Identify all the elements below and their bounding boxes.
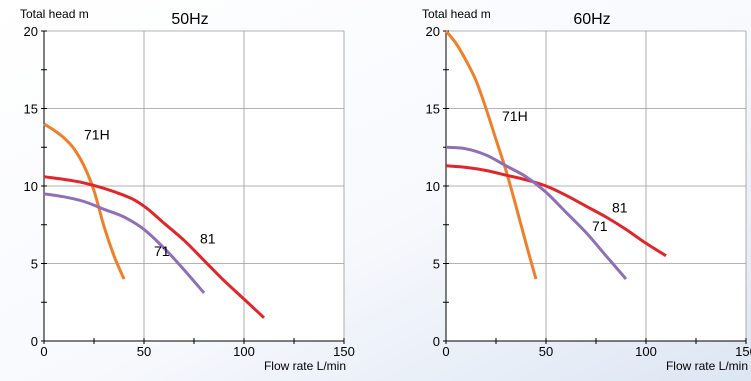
x-tick-label: 150 bbox=[333, 344, 355, 359]
x-tick-label: 0 bbox=[40, 344, 47, 359]
x-tick-label: 50 bbox=[137, 344, 151, 359]
series-line-71h bbox=[43, 122, 126, 280]
series-line-81 bbox=[43, 175, 266, 319]
series-label-71: 71 bbox=[154, 243, 170, 259]
series-line-81 bbox=[445, 164, 667, 258]
y-tick-label: 10 bbox=[426, 179, 440, 194]
y-tick-label: 0 bbox=[31, 334, 38, 349]
x-tick-label: 50 bbox=[539, 344, 553, 359]
y-tick-label: 5 bbox=[433, 257, 440, 272]
x-tick-label: 100 bbox=[635, 344, 657, 359]
series-label-81: 81 bbox=[612, 199, 628, 215]
x-tick-label: 0 bbox=[442, 344, 449, 359]
series-line-71 bbox=[43, 192, 206, 294]
y-axis-label: Total head m bbox=[422, 7, 491, 21]
y-axis-label: Total head m bbox=[20, 7, 89, 21]
y-tick-label: 20 bbox=[24, 24, 38, 39]
y-tick-label: 20 bbox=[426, 24, 440, 39]
series-line-71 bbox=[445, 145, 628, 280]
chart-title: 50Hz bbox=[171, 11, 208, 28]
series-label-71h: 71H bbox=[84, 127, 110, 143]
y-tick-label: 0 bbox=[433, 334, 440, 349]
y-tick-label: 10 bbox=[24, 179, 38, 194]
y-tick-label: 5 bbox=[31, 257, 38, 272]
x-tick-label: 150 bbox=[735, 344, 751, 359]
series-label-71: 71 bbox=[592, 218, 608, 234]
chart-60hz: 0 5 10 15 20 0 50 100 150 Total head m Flow rate L… bbox=[422, 7, 751, 373]
series-line-71h bbox=[444, 30, 538, 280]
series-label-81: 81 bbox=[200, 230, 216, 246]
series-label-71h: 71H bbox=[502, 108, 528, 124]
x-tick-label: 100 bbox=[233, 344, 255, 359]
chart-title: 60Hz bbox=[573, 11, 610, 28]
y-tick-label: 15 bbox=[426, 102, 440, 117]
x-axis-label: Flow rate L/min bbox=[264, 359, 346, 373]
x-axis-label: Flow rate L/min bbox=[666, 359, 748, 373]
chart-50hz: 0 5 10 15 20 0 50 100 150 Total head m Flow rate L… bbox=[20, 7, 355, 373]
y-tick-label: 15 bbox=[24, 102, 38, 117]
